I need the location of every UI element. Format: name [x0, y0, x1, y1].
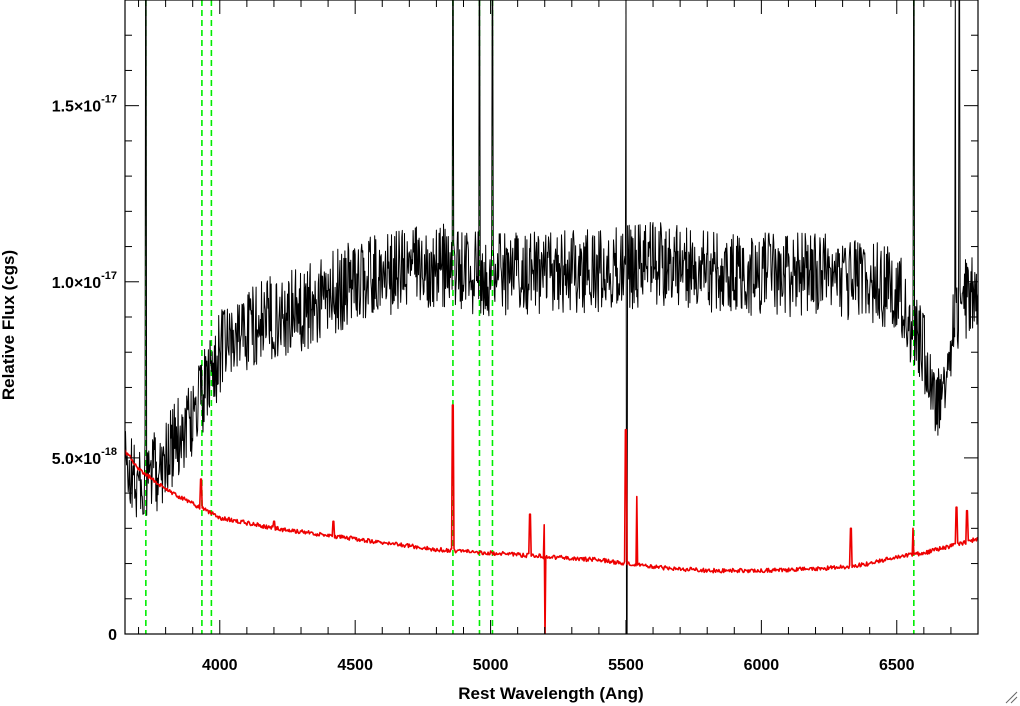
resize-grip-icon[interactable] — [1004, 690, 1018, 704]
x-tick-label: 6500 — [879, 657, 915, 674]
x-tick-label: 5500 — [608, 657, 644, 674]
x-axis-title: Rest Wavelength (Ang) — [458, 684, 643, 703]
y-tick-label: 0 — [108, 627, 117, 644]
tick-labels: 4000 4500 5000 5500 6000 6500 0 5.0×10-18 1.0×10… — [52, 94, 915, 674]
series-layer — [125, 0, 978, 634]
x-tick-label: 4000 — [202, 657, 238, 674]
spectrum-line — [125, 0, 978, 634]
plot-frame — [124, 0, 979, 635]
y-tick-label: 5.0×10-18 — [52, 446, 117, 468]
y-axis-title: Relative Flux (cgs) — [0, 250, 18, 400]
axis-ticks — [125, 0, 979, 635]
error-spectrum-line — [125, 404, 978, 634]
y-tick-label: 1.0×10-17 — [52, 270, 117, 292]
x-tick-label: 6000 — [744, 657, 780, 674]
x-tick-label: 4500 — [337, 657, 373, 674]
y-tick-label: 1.5×10-17 — [52, 94, 117, 116]
x-tick-label: 5000 — [473, 657, 509, 674]
